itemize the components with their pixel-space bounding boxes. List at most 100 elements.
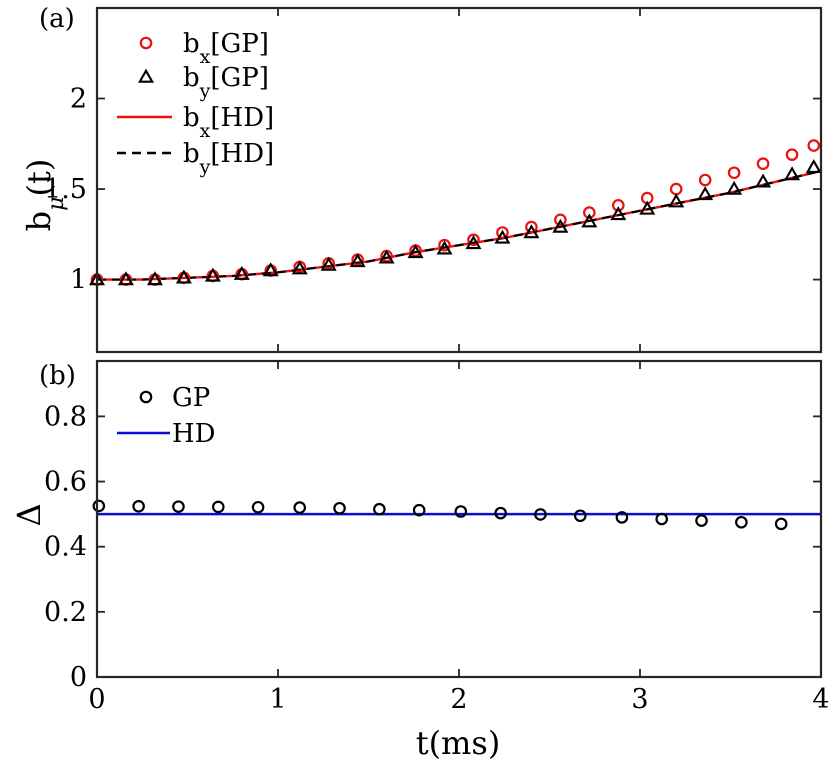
series-line-byhd (97, 169, 822, 281)
data-point (407, 244, 424, 259)
data-point (320, 256, 337, 271)
ytick-label: 0.6 (44, 467, 87, 498)
legend-main: b (183, 103, 200, 133)
series-bygp (88, 159, 822, 286)
legend-rest: [GP] (210, 29, 269, 59)
data-point (438, 238, 451, 252)
legend-rest: [HD] (210, 103, 274, 133)
panel-b-ytick-labels: 0 0.2 0.4 0.6 0.8 (44, 401, 87, 693)
data-point (378, 249, 395, 264)
data-point (494, 229, 511, 244)
data-point (251, 500, 265, 514)
legend-label: by[GP] (183, 63, 269, 102)
legend-label: bx[GP] (183, 29, 269, 68)
data-point (146, 271, 163, 286)
series-gp (92, 499, 788, 531)
data-point (583, 206, 596, 219)
data-point (610, 206, 627, 221)
data-point (581, 213, 598, 228)
data-point (454, 505, 468, 518)
panel-b-legend: GP HD (117, 383, 216, 449)
data-point (333, 501, 346, 515)
xtick-label: 3 (631, 684, 648, 715)
panel-a-ylabel: bμ(t) (20, 159, 69, 232)
data-point (494, 506, 507, 520)
data-point (211, 500, 225, 514)
data-point (668, 193, 685, 208)
panel-a-ytick-labels: 11.52 (44, 84, 87, 296)
legend-sub: y (199, 80, 211, 102)
panel-a-series (88, 139, 822, 286)
legend-marker-triangle (137, 68, 155, 83)
data-point (697, 186, 714, 201)
data-point (262, 262, 279, 277)
data-point (92, 499, 106, 513)
panel-a: 11.52 (a) bx[GP]by[GP]bx[HD]by[HD] bμ(t) (20, 4, 823, 354)
ylabel-sub: μ (44, 197, 69, 211)
xtick-label: 4 (812, 684, 829, 715)
legend-label: GP (172, 383, 210, 413)
data-point (436, 240, 453, 255)
data-point (534, 508, 547, 521)
data-point (373, 502, 386, 516)
legend-sub: y (199, 156, 211, 178)
data-point (573, 509, 587, 523)
data-point (554, 213, 567, 227)
data-point (639, 200, 656, 215)
data-point (525, 220, 538, 234)
legend-main: b (183, 63, 200, 93)
data-point (615, 511, 629, 524)
data-point (698, 173, 712, 187)
legend-marker-circle (139, 36, 153, 50)
data-point (132, 499, 145, 513)
data-point (611, 199, 625, 212)
data-point (807, 139, 821, 152)
ytick-label: 2 (70, 84, 87, 115)
ylabel-rest: (t) (20, 159, 58, 197)
data-point (204, 267, 221, 282)
panel-b-series (92, 499, 821, 531)
xtick-label: 0 (88, 684, 105, 715)
data-point (552, 218, 569, 233)
data-point (785, 148, 799, 161)
legend-main: b (183, 139, 200, 169)
data-point (726, 180, 743, 195)
xtick-label: 1 (269, 684, 286, 715)
data-point (756, 157, 770, 171)
legend-rest: [HD] (210, 139, 274, 169)
panel-b-frame (95, 359, 823, 679)
legend-rest: [GP] (210, 63, 269, 93)
data-point (655, 512, 669, 526)
series-line-bxhd (97, 169, 822, 281)
legend-main: b (183, 29, 200, 59)
data-point (293, 501, 307, 514)
panel-b: 0 0.2 0.4 0.6 0.8 0 1 2 3 4 (b) GP HD Δ t(ms) (10, 359, 830, 762)
ytick-label: 0.2 (44, 597, 87, 628)
data-point (175, 269, 192, 284)
ytick-label: 1 (70, 265, 87, 296)
legend-label: by[HD] (183, 139, 274, 178)
panel-b-label: (b) (39, 361, 76, 391)
legend-label: bx[HD] (183, 103, 274, 142)
data-point (496, 226, 509, 239)
data-point (774, 517, 788, 531)
ytick-label: 0.4 (44, 532, 87, 563)
data-point (117, 271, 134, 286)
legend-sub: x (200, 46, 211, 68)
legend-sub: x (200, 120, 211, 142)
data-point (412, 503, 426, 517)
data-point (784, 166, 801, 181)
data-point (291, 260, 308, 275)
panel-a-label: (a) (39, 4, 75, 34)
panel-a-legend: bx[GP]by[GP]bx[HD]by[HD] (117, 29, 274, 178)
panel-b-xlabel: t(ms) (416, 724, 501, 762)
data-point (805, 159, 822, 174)
legend-marker-circle (139, 390, 153, 404)
data-point (735, 515, 748, 529)
xtick-label: 2 (450, 684, 467, 715)
panel-a-ticks (96, 8, 822, 352)
data-point (755, 173, 772, 188)
data-point (465, 235, 482, 250)
ylabel-main: b (20, 211, 58, 231)
